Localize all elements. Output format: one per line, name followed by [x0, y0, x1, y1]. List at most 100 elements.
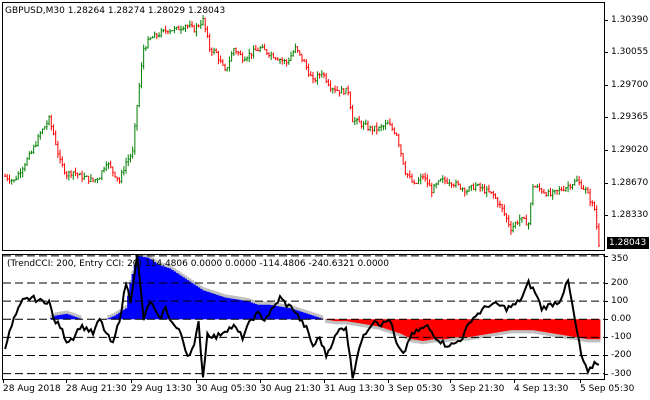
ohlc-bar — [114, 171, 117, 178]
time-axis-tick — [131, 380, 132, 383]
trend-cci-up-bar — [294, 309, 297, 320]
entry-cci-line — [4, 255, 600, 379]
trend-cci-down-bar — [509, 319, 513, 331]
ohlc-bar — [261, 44, 264, 49]
trend-cci-down-bar — [360, 319, 363, 324]
trend-cci-up-bar — [111, 316, 115, 320]
time-axis-tick — [514, 380, 515, 383]
ohlc-bar — [48, 115, 51, 126]
time-axis-tick — [450, 380, 451, 383]
trend-cci-down-bar — [437, 319, 440, 340]
ohlc-bar — [34, 141, 37, 148]
trend-cci-up-bar — [131, 274, 135, 320]
indicator-axis-label: 100 — [611, 296, 629, 307]
ohlc-bar — [404, 161, 407, 176]
ohlc-bar — [228, 56, 231, 72]
trend-cci-down-bar — [476, 319, 480, 336]
trend-cci-up-bar — [259, 304, 262, 320]
ohlc-bar — [45, 120, 48, 130]
trend-cci-up-bar — [210, 293, 214, 320]
trend-cci-down-bar — [514, 319, 517, 331]
ohlc-bar — [487, 184, 490, 193]
trend-cci-down-bar — [580, 319, 583, 339]
ohlc-bar — [92, 177, 95, 183]
ohlc-bar — [151, 36, 154, 39]
ohlc-bar — [246, 56, 249, 62]
indicator-pane[interactable]: (TrendCCI: 200, Entry CCI: 20) 114.4806 … — [2, 254, 605, 380]
trend-cci-up-bar — [311, 315, 315, 320]
trend-cci-down-bar — [562, 319, 566, 336]
trend-cci-up-bar — [300, 312, 304, 320]
trend-cci-up-bar — [67, 314, 71, 320]
ohlc-bar — [105, 161, 108, 172]
trend-cci-down-bar — [446, 319, 449, 339]
ohlc-bar — [430, 182, 433, 198]
trend-cci-up-bar — [116, 314, 119, 320]
trend-cci-up-bar — [63, 314, 66, 320]
ohlc-bar — [360, 120, 363, 129]
ohlc-bar — [562, 185, 565, 192]
ohlc-bar — [217, 50, 220, 65]
trend-cci-down-bar — [498, 319, 502, 332]
ohlc-bar — [494, 193, 497, 200]
ohlc-bar — [83, 172, 86, 180]
ohlc-bar — [39, 131, 42, 140]
trend-cci-down-bar — [384, 319, 388, 329]
ohlc-bar — [147, 36, 150, 49]
trend-cci-up-bar — [226, 297, 229, 320]
ohlc-bar — [344, 87, 347, 95]
trend-cci-down-bar — [397, 319, 401, 334]
trend-cci-down-bar — [382, 319, 385, 328]
ohlc-bar — [248, 48, 251, 62]
price-axis-tick — [605, 182, 608, 184]
indicator-axis: 350 200 100 0.00 -100 -200 -300 — [605, 254, 650, 382]
trend-cci-down-bar — [520, 319, 524, 331]
ohlc-bar — [325, 73, 328, 84]
ohlc-bar — [406, 173, 409, 178]
trend-cci-up-bar — [201, 290, 205, 320]
trend-cci-up-bar — [278, 306, 282, 320]
ohlc-bar — [496, 196, 499, 208]
ohlc-bar — [503, 204, 506, 216]
ohlc-bar — [529, 202, 532, 226]
ohlc-bar — [591, 200, 594, 207]
indicator-axis-tick — [605, 355, 608, 357]
time-axis-label: 28 Aug 21:30 — [66, 384, 127, 394]
ohlc-bar — [235, 47, 238, 55]
price-chart-pane[interactable]: GBPUSD,M30 1.28264 1.28274 1.28029 1.280… — [2, 2, 605, 251]
ohlc-bar — [501, 203, 504, 213]
time-axis: 28 Aug 2018 28 Aug 21:30 29 Aug 13:30 30 Au… — [0, 380, 650, 400]
ohlc-bar — [397, 133, 400, 148]
ohlc-bar — [173, 25, 176, 34]
trend-cci-down-bar — [501, 319, 504, 332]
ohlc-bar — [336, 86, 339, 91]
ohlc-bar — [206, 26, 209, 38]
ohlc-bar — [459, 183, 462, 190]
indicator-axis-label: 200 — [611, 278, 629, 289]
price-axis-label: 1.28330 — [611, 209, 649, 220]
ohlc-bar — [56, 140, 59, 158]
trend-cci-down-bar — [402, 319, 405, 335]
trend-cci-down-bar — [589, 319, 592, 340]
cci-histogram-halo — [331, 319, 335, 324]
ohlc-bar — [309, 71, 312, 77]
indicator-axis-label: 350 — [611, 254, 629, 264]
ohlc-bar — [26, 157, 29, 166]
trend-cci-up-bar — [221, 296, 225, 320]
ohlc-bar — [507, 215, 510, 228]
ohlc-bar — [331, 87, 334, 94]
ohlc-bar — [232, 47, 235, 56]
ohlc-bar — [19, 168, 22, 179]
trend-cci-down-bar — [338, 319, 341, 322]
trend-cci-down-bar — [457, 319, 460, 338]
ohlc-bar — [252, 45, 255, 59]
trend-cci-down-bar — [483, 319, 487, 335]
trend-cci-up-bar — [289, 308, 293, 320]
trend-cci-down-bar — [490, 319, 493, 334]
ohlc-bar — [391, 122, 394, 131]
trend-cci-up-bar — [120, 311, 124, 320]
ohlc-bar — [59, 149, 62, 164]
trend-cci-up-bar — [153, 262, 157, 320]
ohlc-bar — [107, 162, 110, 170]
trend-cci-down-bar — [582, 319, 586, 339]
